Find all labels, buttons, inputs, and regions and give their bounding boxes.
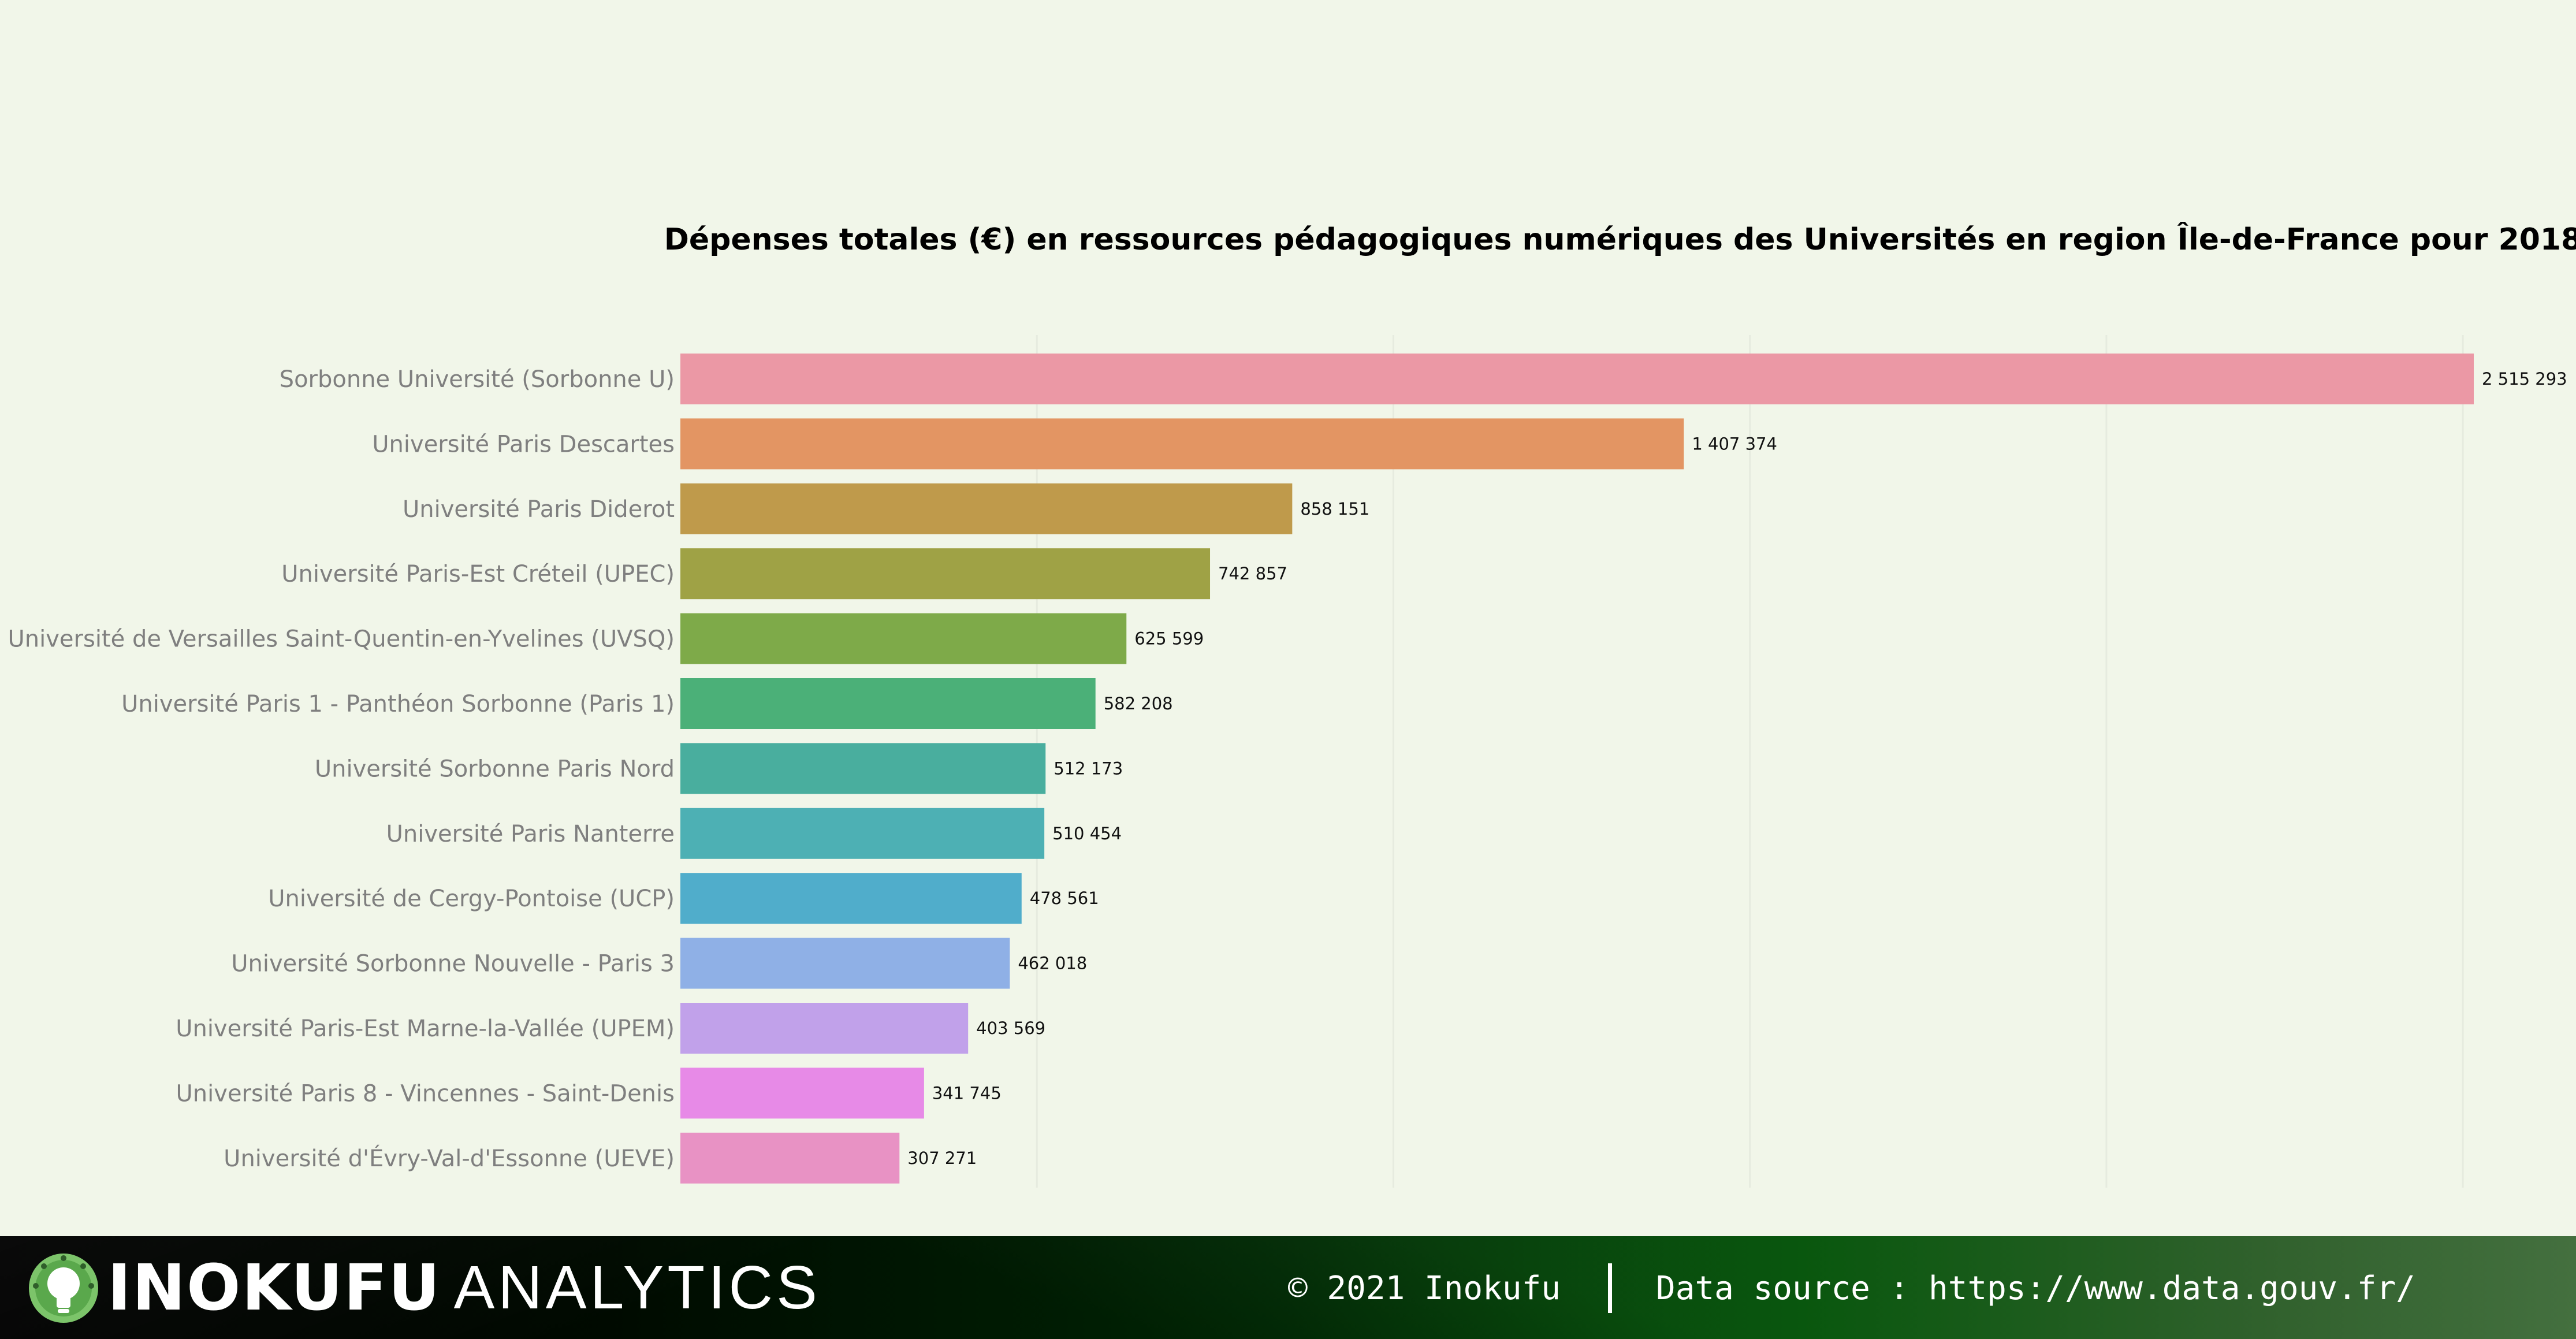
value-labels: 2 515 293 1 407 374 858 151 742 857 625 599 5… — [907, 369, 2567, 1168]
bar-5 — [680, 613, 1127, 664]
footer-banner: INOKUFU ANALYTICS © 2021 Inokufu Data so… — [0, 1236, 2576, 1339]
category-label-1: Sorbonne Université (Sorbonne U) — [280, 366, 675, 393]
category-label-4: Université Paris-Est Créteil (UPEC) — [281, 561, 675, 587]
lightbulb-icon — [29, 1254, 98, 1323]
bar-13 — [680, 1132, 900, 1184]
bar-10 — [680, 938, 1010, 989]
value-label-8: 510 454 — [1052, 824, 1122, 843]
category-label-2: Université Paris Descartes — [372, 431, 675, 458]
category-label-10: Université Sorbonne Nouvelle - Paris 3 — [231, 951, 675, 977]
category-label-9: Université de Cergy-Pontoise (UCP) — [268, 886, 675, 912]
value-label-9: 478 561 — [1030, 888, 1099, 908]
bar-8 — [680, 808, 1045, 859]
value-label-3: 858 151 — [1300, 499, 1369, 519]
footer-texture — [0, 1236, 2576, 1339]
category-labels: Sorbonne Université (Sorbonne U) Universi… — [8, 366, 675, 1172]
value-label-6: 582 208 — [1104, 694, 1173, 713]
value-label-2: 1 407 374 — [1692, 434, 1777, 453]
bar-3 — [680, 483, 1293, 534]
brand-strong: INOKUFU — [107, 1251, 441, 1325]
bar-9 — [680, 873, 1022, 924]
category-label-3: Université Paris Diderot — [403, 496, 675, 523]
value-label-1: 2 515 293 — [2482, 369, 2567, 389]
bars — [680, 354, 2474, 1184]
category-label-8: Université Paris Nanterre — [386, 821, 675, 847]
bar-2 — [680, 418, 1684, 470]
bar-7 — [680, 743, 1046, 794]
credit-line: © 2021 Inokufu Data source : https://www… — [1288, 1259, 2415, 1317]
bar-6 — [680, 678, 1096, 729]
bar-11 — [680, 1003, 969, 1054]
category-label-11: Université Paris-Est Marne-la-Vallée (UP… — [176, 1016, 675, 1042]
value-label-7: 512 173 — [1054, 758, 1123, 778]
value-label-10: 462 018 — [1018, 954, 1087, 973]
value-label-13: 307 271 — [907, 1148, 977, 1168]
category-label-7: Université Sorbonne Paris Nord — [315, 756, 675, 782]
credit-separator — [1608, 1263, 1613, 1313]
category-label-5: Université de Versailles Saint-Quentin-e… — [8, 626, 675, 653]
brand-light: ANALYTICS — [453, 1254, 821, 1322]
value-label-4: 742 857 — [1218, 564, 1287, 583]
bar-12 — [680, 1068, 924, 1119]
value-label-12: 341 745 — [932, 1083, 1002, 1103]
category-label-12: Université Paris 8 - Vincennes - Saint-D… — [176, 1080, 675, 1107]
chart-title: Dépenses totales (€) en ressources pédag… — [664, 222, 2576, 257]
bar-chart: Dépenses totales (€) en ressources pédag… — [8, 222, 2576, 1188]
value-label-5: 625 599 — [1134, 629, 1204, 649]
bar-4 — [680, 548, 1211, 600]
category-label-6: Université Paris 1 - Panthéon Sorbonne (… — [121, 691, 675, 717]
category-label-13: Université d'Évry-Val-d'Essonne (UEVE) — [224, 1144, 675, 1172]
bar-1 — [680, 354, 2474, 404]
value-label-11: 403 569 — [976, 1018, 1045, 1038]
brand-logotype: INOKUFU ANALYTICS — [107, 1256, 821, 1319]
gridlines — [1036, 335, 2464, 1188]
data-source-text: Data source : https://www.data.gouv.fr/ — [1656, 1269, 2415, 1307]
copyright-text: © 2021 Inokufu — [1288, 1269, 1561, 1307]
